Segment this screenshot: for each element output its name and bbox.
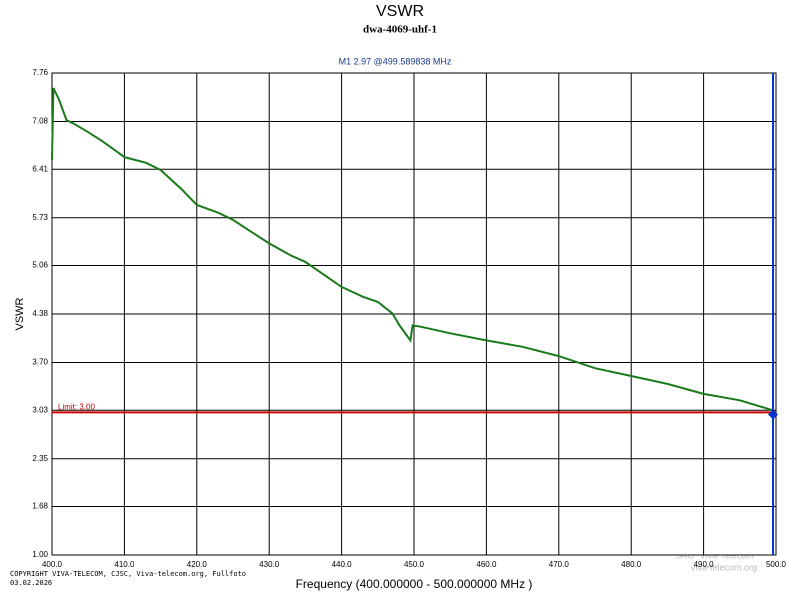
watermark: viva-telecom.org bbox=[691, 562, 757, 572]
marker-annotation: M1 2.97 @499.589838 MHz bbox=[339, 56, 452, 66]
x-tick-label: 480.0 bbox=[621, 560, 642, 569]
y-tick-label: 1.68 bbox=[32, 502, 48, 511]
y-tick-label: 5.73 bbox=[32, 213, 48, 222]
y-tick-label: 7.08 bbox=[32, 117, 48, 126]
y-tick-label: 5.06 bbox=[32, 261, 48, 270]
y-tick-label: 4.38 bbox=[32, 309, 48, 318]
y-tick-label: 7.76 bbox=[32, 68, 48, 77]
limit-label: Limit: 3.00 bbox=[58, 403, 95, 412]
x-tick-label: 500.0 bbox=[766, 560, 787, 569]
x-tick-label: 450.0 bbox=[404, 560, 425, 569]
x-tick-label: 410.0 bbox=[114, 560, 135, 569]
y-tick-label: 1.00 bbox=[32, 550, 48, 559]
y-tick-label: 3.70 bbox=[32, 358, 48, 367]
y-axis-label: VSWR bbox=[14, 297, 26, 330]
x-tick-label: 400.0 bbox=[42, 560, 63, 569]
y-tick-label: 6.41 bbox=[32, 164, 48, 173]
x-tick-label: 430.0 bbox=[259, 560, 280, 569]
x-tick-label: 460.0 bbox=[476, 560, 497, 569]
y-tick-label: 2.35 bbox=[32, 454, 48, 463]
x-tick-label: 420.0 bbox=[187, 560, 208, 569]
x-tick-label: 490.0 bbox=[694, 560, 715, 569]
chart-title: VSWR bbox=[376, 3, 424, 20]
x-tick-label: 470.0 bbox=[549, 560, 570, 569]
x-axis-label: Frequency (400.000000 - 500.000000 MHz ) bbox=[296, 577, 533, 591]
y-tick-label: 3.03 bbox=[32, 405, 48, 414]
copyright: COPYRIGHT VIVA-TELECOM, CJSC, Viva-telec… bbox=[10, 570, 246, 578]
x-tick-label: 440.0 bbox=[332, 560, 353, 569]
date: 03.02.2026 bbox=[10, 579, 52, 587]
data-line bbox=[51, 87, 774, 412]
marker-point bbox=[768, 409, 779, 420]
chart-subtitle: dwa-4069-uhf-1 bbox=[363, 24, 437, 36]
